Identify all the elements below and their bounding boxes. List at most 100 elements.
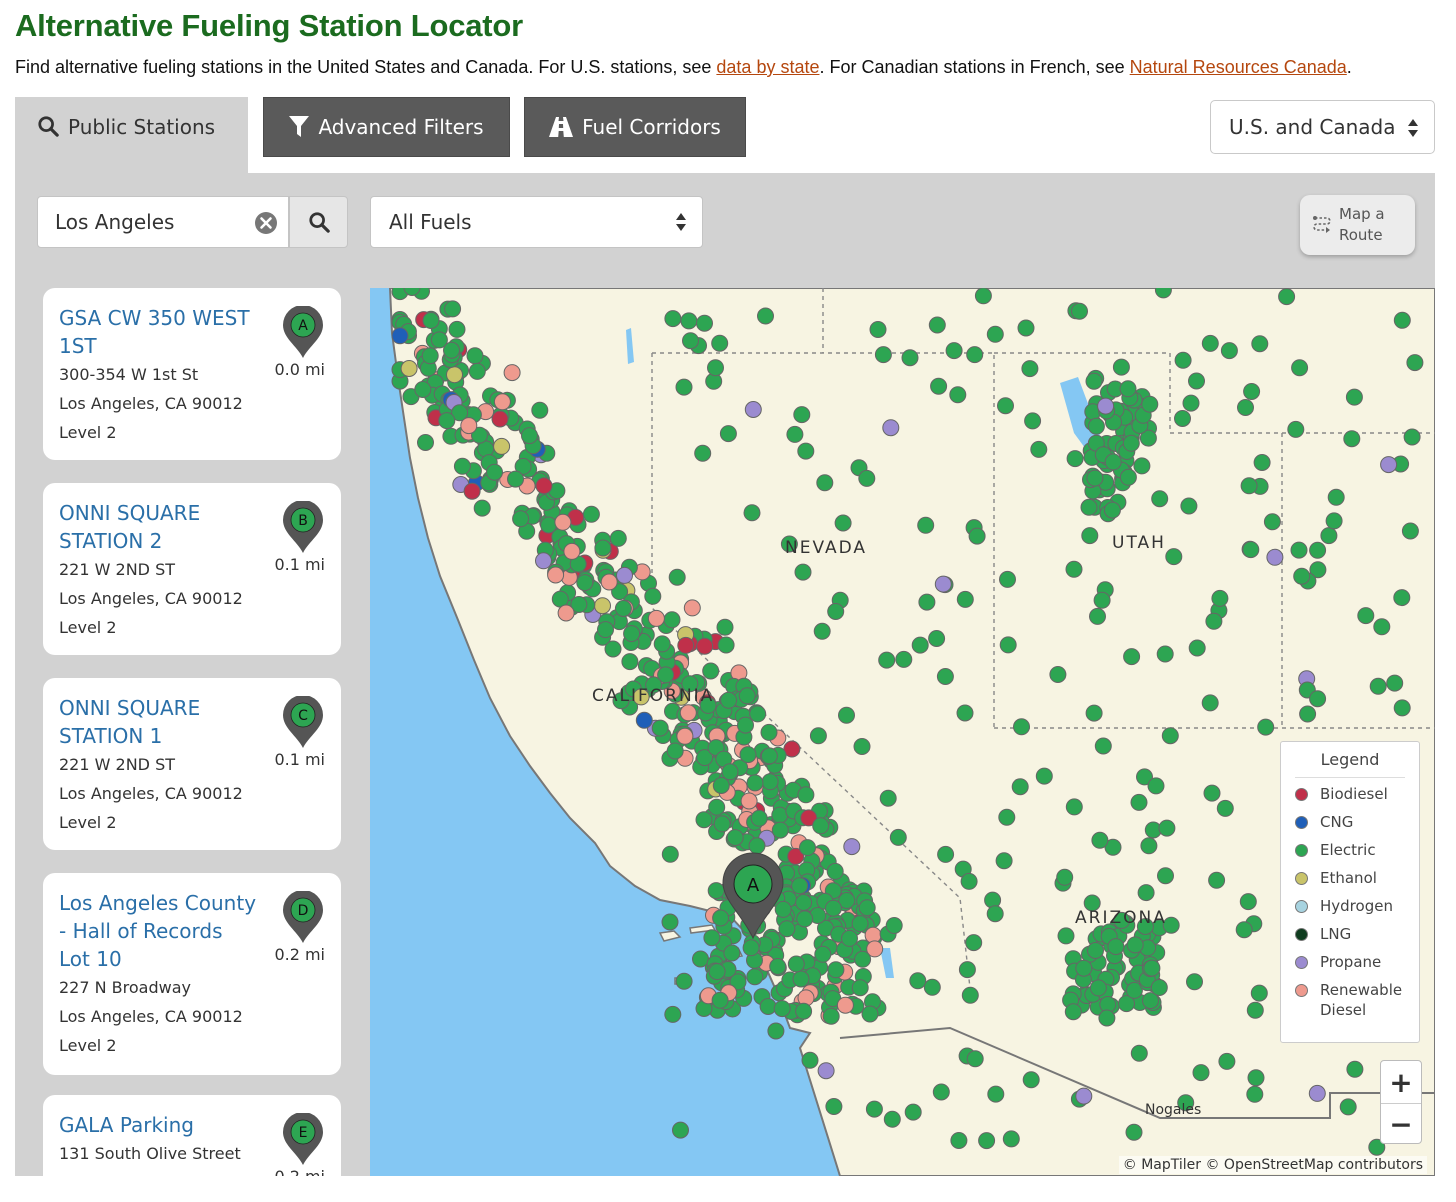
station-dot[interactable] — [594, 539, 612, 557]
station-dot[interactable] — [780, 535, 798, 553]
station-dot[interactable] — [675, 378, 693, 396]
station-dot[interactable] — [448, 320, 466, 338]
station-dot[interactable] — [793, 406, 811, 424]
station-dot[interactable] — [466, 347, 484, 365]
station-dot[interactable] — [491, 410, 509, 428]
station-dot[interactable] — [463, 482, 481, 500]
station-dot[interactable] — [737, 716, 754, 734]
station-dot[interactable] — [878, 651, 896, 669]
station-dot[interactable] — [827, 603, 845, 620]
station-dot[interactable] — [1013, 718, 1030, 736]
station-dot[interactable] — [817, 1062, 835, 1080]
station-dot[interactable] — [664, 1005, 682, 1023]
station-dot[interactable] — [978, 1132, 996, 1150]
station-dot[interactable] — [1140, 837, 1158, 855]
station-dot[interactable] — [721, 763, 739, 781]
zoom-in-button[interactable]: + — [1389, 1065, 1413, 1099]
station-dot[interactable] — [473, 499, 491, 517]
station-dot[interactable] — [774, 900, 792, 918]
station-dot[interactable] — [813, 622, 831, 640]
station-dot[interactable] — [1104, 453, 1122, 471]
station-dot[interactable] — [719, 425, 737, 443]
station-dot[interactable] — [460, 417, 478, 435]
station-dot[interactable] — [664, 310, 682, 328]
station-dot[interactable] — [1327, 488, 1345, 506]
station-dot[interactable] — [1208, 871, 1226, 889]
station-dot[interactable] — [836, 996, 854, 1014]
station-dot[interactable] — [746, 968, 764, 986]
station-name-link[interactable]: GALA Parking — [59, 1113, 194, 1137]
station-dot[interactable] — [681, 675, 699, 693]
station-dot[interactable] — [535, 477, 553, 495]
station-dot[interactable] — [696, 749, 714, 767]
station-name-link[interactable]: ONNI SQUARE STATION 1 — [59, 696, 201, 748]
station-dot[interactable] — [711, 334, 729, 352]
station-dot[interactable] — [1251, 335, 1269, 353]
station-dot[interactable] — [1309, 541, 1327, 559]
station-dot[interactable] — [1107, 938, 1125, 956]
station-dot[interactable] — [1373, 618, 1391, 636]
station-dot[interactable] — [696, 637, 714, 655]
station-card[interactable]: ONNI SQUARE STATION 2 221 W 2ND ST Los Ang… — [43, 483, 341, 655]
station-dot[interactable] — [1287, 420, 1305, 438]
station-dot[interactable] — [1156, 645, 1174, 663]
station-dot[interactable] — [1065, 560, 1083, 578]
station-dot[interactable] — [834, 514, 852, 532]
station-dot[interactable] — [707, 882, 725, 900]
station-dot[interactable] — [623, 625, 641, 643]
station-dot[interactable] — [1150, 979, 1168, 996]
station-dot[interactable] — [923, 978, 941, 996]
station-dot[interactable] — [493, 437, 511, 455]
station-dot[interactable] — [794, 563, 812, 581]
station-dot[interactable] — [800, 809, 818, 827]
zoom-out-button[interactable]: − — [1381, 1103, 1421, 1145]
station-dot[interactable] — [1386, 674, 1404, 692]
station-dot[interactable] — [759, 998, 777, 1015]
data-by-state-link[interactable]: data by state — [716, 57, 820, 77]
station-dot[interactable] — [1126, 936, 1144, 954]
station-dot[interactable] — [614, 600, 632, 617]
station-dot[interactable] — [632, 688, 650, 706]
station-dot[interactable] — [1177, 1094, 1195, 1112]
station-card[interactable]: ONNI SQUARE STATION 1 221 W 2ND ST Los Ang… — [43, 678, 341, 850]
station-dot[interactable] — [995, 852, 1013, 870]
station-dot[interactable] — [666, 742, 684, 760]
station-dot[interactable] — [801, 1051, 819, 1069]
station-dot[interactable] — [443, 341, 460, 359]
station-dot[interactable] — [1017, 319, 1035, 337]
station-dot[interactable] — [712, 909, 730, 927]
station-dot[interactable] — [786, 425, 804, 443]
station-dot[interactable] — [1049, 666, 1067, 683]
station-dot[interactable] — [797, 442, 815, 460]
station-dot[interactable] — [974, 288, 992, 305]
station-dot[interactable] — [1406, 354, 1424, 372]
station-dot[interactable] — [468, 362, 486, 380]
station-dot[interactable] — [713, 815, 731, 833]
station-dot[interactable] — [1325, 512, 1343, 530]
station-dot[interactable] — [683, 599, 701, 617]
station-dot[interactable] — [444, 300, 462, 318]
station-dot[interactable] — [557, 604, 575, 622]
station-dot[interactable] — [838, 706, 855, 724]
station-dot[interactable] — [858, 469, 876, 487]
station-dot[interactable] — [1216, 799, 1234, 817]
station-dot[interactable] — [816, 474, 834, 492]
station-dot[interactable] — [1141, 395, 1159, 413]
tab-advanced-filters[interactable]: Advanced Filters — [263, 97, 510, 157]
station-dot[interactable] — [675, 972, 693, 990]
station-dot[interactable] — [547, 566, 565, 584]
station-dot[interactable] — [422, 312, 440, 329]
station-dot[interactable] — [1186, 973, 1203, 991]
station-dot[interactable] — [744, 401, 762, 418]
station-dot[interactable] — [1357, 607, 1375, 625]
station-dot[interactable] — [879, 789, 897, 807]
station-dot[interactable] — [403, 288, 421, 296]
station-dot[interactable] — [797, 786, 815, 804]
station-dot[interactable] — [1024, 412, 1042, 430]
station-dot[interactable] — [960, 872, 978, 890]
station-dot[interactable] — [1235, 921, 1253, 939]
station-dot[interactable] — [621, 653, 639, 671]
station-dot[interactable] — [1257, 718, 1275, 736]
station-dot[interactable] — [1065, 798, 1083, 816]
station-dot[interactable] — [795, 894, 813, 911]
